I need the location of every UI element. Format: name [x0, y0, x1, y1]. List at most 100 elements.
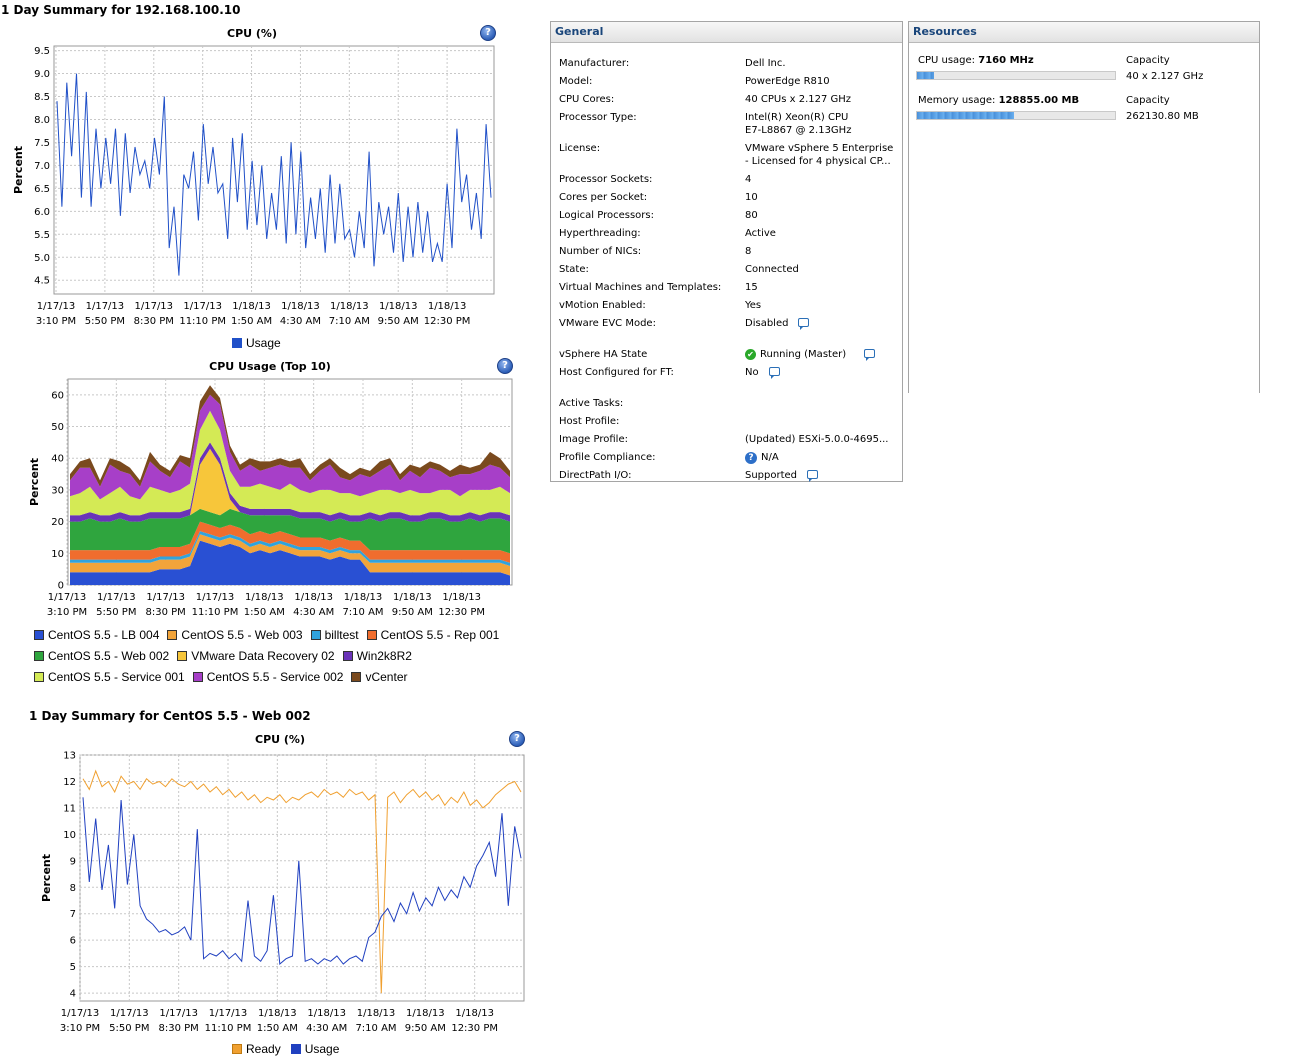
general-row-value-text: 10	[745, 192, 758, 203]
general-row-value: PowerEdge R810	[745, 75, 830, 88]
legend-row: CentOS 5.5 - Service 001 CentOS 5.5 - Ser…	[34, 670, 507, 691]
legend-label: CentOS 5.5 - Service 001	[48, 670, 185, 684]
general-row-value: 40 CPUs x 2.127 GHz	[745, 93, 851, 106]
y-tick-label: 4	[70, 989, 76, 1000]
general-row-label: DirectPath I/O:	[559, 470, 632, 481]
legend-label: CentOS 5.5 - LB 004	[48, 628, 160, 642]
general-row-label: Profile Compliance:	[559, 452, 656, 463]
y-tick-label: 9.5	[34, 46, 50, 57]
x-tick-label: 12:30 PM	[424, 316, 471, 327]
vm-summary-title: 1 Day Summary for CentOS 5.5 - Web 002	[29, 709, 311, 723]
x-tick-label: 1/18/13	[393, 592, 432, 603]
x-tick-label: 11:10 PM	[205, 1023, 252, 1034]
series-area-centos-5-5-rep-001	[70, 521, 510, 563]
general-row-value-text: Dell Inc.	[745, 58, 786, 69]
general-row-value: 4	[745, 173, 751, 186]
y-tick-label: 60	[51, 390, 64, 401]
x-tick-label: 7:10 AM	[329, 316, 370, 327]
x-tick-label: 1/18/13	[294, 592, 333, 603]
general-panel: General	[550, 21, 903, 482]
x-tick-label: 1/17/13	[209, 1008, 248, 1019]
general-row-value-text: N/A	[761, 452, 779, 463]
general-row-value-text: Connected	[745, 264, 799, 275]
general-row-value: Disabled	[745, 317, 810, 330]
chart1-help-icon[interactable]: ?	[480, 25, 496, 41]
x-tick-label: 1/17/13	[97, 592, 136, 603]
general-row-value-text: PowerEdge R810	[745, 76, 830, 87]
legend-swatch	[310, 629, 321, 640]
general-row-label: Model:	[559, 76, 593, 87]
x-tick-label: 1/18/13	[232, 301, 271, 312]
general-row-value-text: 80	[745, 210, 758, 221]
general-row-value: 80	[745, 209, 758, 222]
general-row-label: Manufacturer:	[559, 58, 630, 69]
x-tick-label: 1:50 AM	[257, 1023, 298, 1034]
comment-icon[interactable]	[864, 349, 876, 361]
x-tick-label: 1/17/13	[86, 301, 125, 312]
comment-icon[interactable]	[798, 318, 810, 330]
general-row-label: Active Tasks:	[559, 398, 624, 409]
chart3-help-icon[interactable]: ?	[509, 731, 525, 747]
general-row-value: No	[745, 366, 780, 379]
general-row-label: State:	[559, 264, 589, 275]
comment-icon[interactable]	[768, 367, 780, 379]
general-row-value-text: 15	[745, 282, 758, 293]
general-row-value-text: Supported	[745, 470, 798, 481]
general-row-label: Logical Processors:	[559, 210, 654, 221]
x-tick-label: 1/17/13	[134, 301, 173, 312]
x-tick-label: 12:30 PM	[438, 607, 485, 618]
general-row-label: Processor Sockets:	[559, 174, 653, 185]
memory-usage-label: Memory usage:	[918, 95, 996, 106]
general-row-label: vMotion Enabled:	[559, 300, 646, 311]
general-row-value: Dell Inc.	[745, 57, 786, 70]
general-row-value-text: Intel(R) Xeon(R) CPU	[745, 112, 849, 123]
x-tick-label: 1/18/13	[330, 301, 369, 312]
x-tick-label: 7:10 AM	[355, 1023, 396, 1034]
x-tick-label: 1/18/13	[428, 301, 467, 312]
memory-usage-value: 128855.00 MB	[998, 95, 1080, 106]
memory-usage: Memory usage: 128855.00 MB	[918, 94, 1079, 107]
series-area-centos-5-5-lb-004	[70, 540, 510, 585]
x-tick-label: 1/18/13	[281, 301, 320, 312]
x-tick-label: 9:50 AM	[405, 1023, 446, 1034]
x-tick-label: 1/18/13	[357, 1008, 396, 1019]
host-summary-title: 1 Day Summary for 192.168.100.10	[1, 3, 241, 17]
cpu-usage-value: 7160 MHz	[978, 55, 1034, 66]
comment-icon[interactable]	[807, 470, 819, 482]
general-row-value-text: Yes	[745, 300, 762, 311]
x-tick-label: 5:50 PM	[96, 607, 136, 618]
x-tick-label: 1:50 AM	[244, 607, 285, 618]
y-tick-label: 30	[51, 485, 64, 496]
y-tick-label: 8	[70, 883, 76, 894]
x-tick-label: 3:10 PM	[60, 1023, 100, 1034]
x-tick-label: 1/18/13	[455, 1008, 494, 1019]
cpu-usage-bar	[916, 71, 1116, 80]
legend-label: CentOS 5.5 - Rep 001	[380, 628, 500, 642]
legend-label-ready: Ready	[246, 1042, 281, 1056]
general-row-label: Hyperthreading:	[559, 228, 641, 239]
x-tick-label: 7:10 AM	[342, 607, 383, 618]
chart1-title: CPU (%)	[227, 27, 277, 40]
plot-area	[79, 754, 525, 1002]
chart2-help-icon[interactable]: ?	[497, 358, 513, 374]
x-tick-label: 9:50 AM	[378, 316, 419, 327]
x-tick-label: 8:30 PM	[134, 316, 174, 327]
legend-label: CentOS 5.5 - Web 002	[48, 649, 170, 663]
legend-label: Win2k8R2	[356, 649, 412, 663]
y-tick-label: 7	[70, 909, 76, 920]
general-row-value: 10	[745, 191, 758, 204]
y-tick-label: 8.0	[34, 115, 50, 126]
y-tick-label: 11	[63, 803, 76, 814]
x-tick-label: 1/18/13	[406, 1008, 445, 1019]
legend-swatch	[366, 629, 377, 640]
legend-swatch	[342, 650, 353, 661]
y-tick-label: 10	[51, 549, 64, 560]
general-row-value-text: VMware vSphere 5 Enterprise	[745, 143, 894, 154]
y-axis-label: Percent	[40, 854, 53, 902]
resources-panel-title: Resources	[909, 21, 1259, 43]
x-tick-label: 8:30 PM	[146, 607, 186, 618]
x-tick-label: 1/17/13	[196, 592, 235, 603]
x-tick-label: 3:10 PM	[47, 607, 87, 618]
y-tick-label: 9.0	[34, 69, 50, 80]
y-tick-label: 40	[51, 454, 64, 465]
